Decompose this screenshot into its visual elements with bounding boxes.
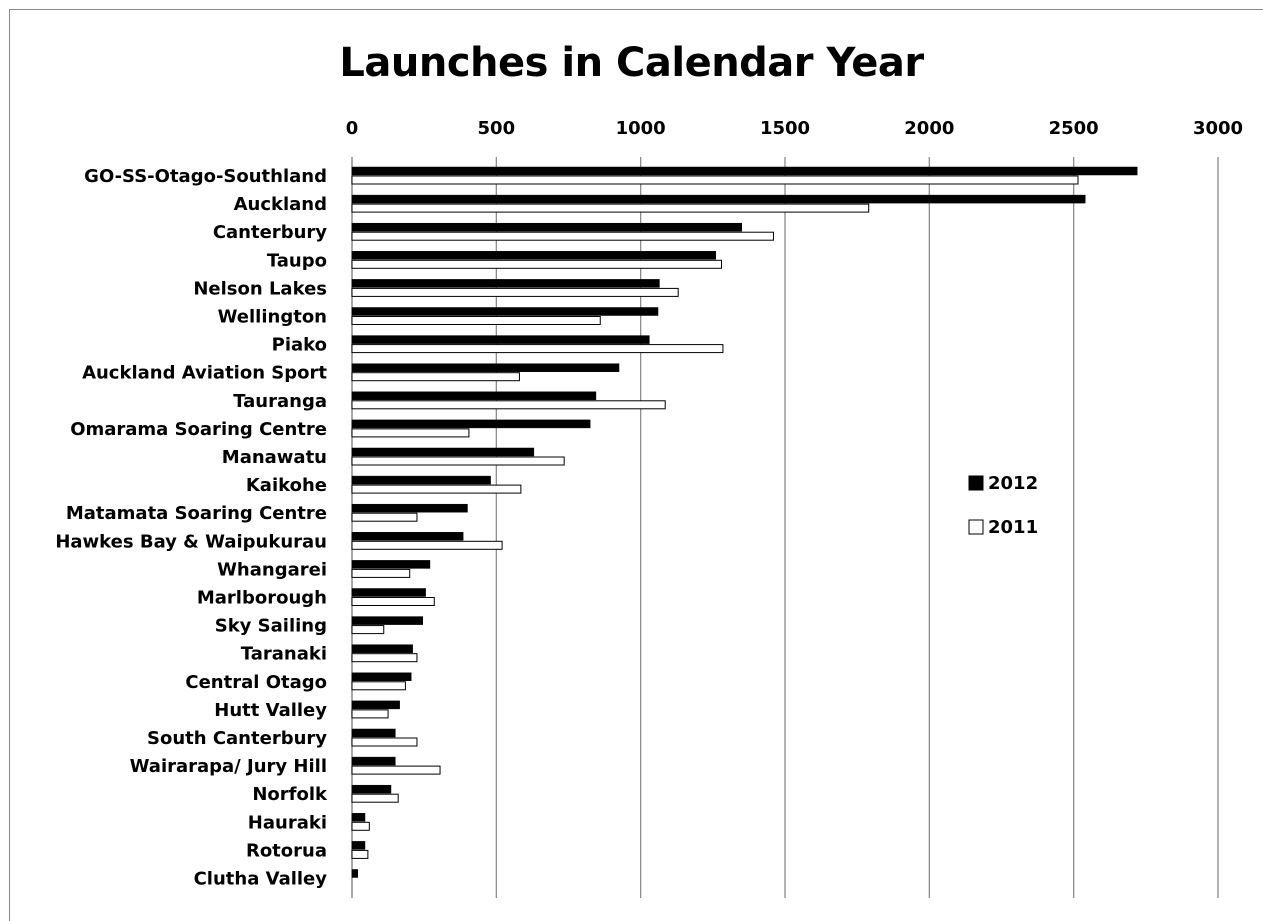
x-tick-label-2500: 2500 (1049, 118, 1099, 139)
bar-2011-23 (351, 821, 370, 831)
bar-2011-5 (351, 316, 601, 325)
bar-2011-15 (351, 597, 435, 606)
bar-2012-9 (351, 419, 591, 429)
bar-2012-16 (351, 616, 423, 625)
bar-2012-24 (351, 841, 366, 850)
x-tick-label-1000: 1000 (616, 118, 666, 139)
category-label: Canterbury (213, 222, 327, 243)
bar-2012-8 (351, 391, 597, 401)
bar-2011-13 (351, 540, 503, 550)
bar-2011-4 (351, 287, 679, 297)
bar-2012-0 (351, 166, 1138, 176)
category-label: Hutt Valley (214, 700, 327, 721)
bar-2011-24 (351, 849, 369, 859)
category-label: Manawatu (222, 447, 327, 468)
bar-2012-4 (351, 279, 660, 288)
x-tick-label-0: 0 (346, 118, 359, 139)
category-label: Kaikohe (246, 475, 327, 496)
category-label: Central Otago (185, 672, 327, 693)
category-label: Sky Sailing (215, 616, 327, 637)
bar-2011-3 (351, 259, 722, 269)
bar-2012-1 (351, 194, 1086, 204)
chart-frame (9, 9, 1263, 921)
bar-2011-22 (351, 793, 399, 803)
category-label: Wellington (218, 307, 327, 328)
bar-2012-7 (351, 363, 620, 372)
bar-2011-21 (351, 765, 441, 775)
category-label: Marlborough (197, 588, 327, 609)
legend-swatch-2011 (968, 519, 984, 535)
bar-2012-23 (351, 813, 366, 822)
bar-2012-15 (351, 588, 426, 597)
bar-2012-3 (351, 251, 716, 260)
bar-2012-18 (351, 672, 412, 682)
legend-label-2012: 2012 (988, 473, 1038, 494)
bar-2012-19 (351, 700, 400, 710)
bar-2012-10 (351, 447, 535, 457)
category-label: Matamata Soaring Centre (66, 503, 327, 524)
bar-2011-9 (351, 428, 470, 438)
bar-2011-20 (351, 737, 418, 747)
category-label: South Canterbury (147, 728, 327, 749)
bar-2012-25 (351, 869, 359, 878)
x-tick-label-3000: 3000 (1193, 118, 1243, 139)
bar-2012-11 (351, 475, 491, 485)
bar-2011-19 (351, 709, 389, 719)
bar-2012-13 (351, 532, 464, 541)
category-label: Piako (272, 335, 327, 356)
category-label: Rotorua (246, 840, 327, 861)
bar-2012-5 (351, 307, 659, 316)
category-label: Auckland Aviation Sport (82, 363, 327, 384)
bar-2011-0 (351, 175, 1079, 185)
bar-2011-11 (351, 484, 522, 494)
bar-2011-16 (351, 625, 385, 635)
category-label: Clutha Valley (194, 869, 328, 890)
bar-2011-7 (351, 372, 520, 382)
bar-2011-10 (351, 456, 565, 466)
bar-2012-20 (351, 728, 396, 738)
category-label: Taranaki (241, 644, 327, 665)
bar-2012-21 (351, 756, 396, 766)
bar-2012-17 (351, 644, 413, 653)
bar-2012-14 (351, 560, 431, 569)
x-tick-label-2000: 2000 (904, 118, 954, 139)
category-label: Nelson Lakes (193, 278, 327, 299)
x-tick-label-500: 500 (478, 118, 516, 139)
bar-2011-17 (351, 653, 418, 663)
bar-2011-14 (351, 568, 411, 578)
bar-2011-18 (351, 681, 406, 691)
legend-label-2011: 2011 (988, 517, 1038, 538)
bar-2011-1 (351, 203, 870, 213)
x-tick-label-1500: 1500 (760, 118, 810, 139)
legend-swatch-2012 (968, 475, 984, 491)
bar-2011-6 (351, 344, 724, 354)
category-label: GO-SS-Otago-Southland (84, 166, 327, 187)
category-label: Auckland (234, 194, 327, 215)
bar-2012-6 (351, 335, 650, 344)
category-label: Wairarapa/ Jury Hill (130, 756, 327, 777)
bar-2012-12 (351, 503, 468, 513)
chart-title: Launches in Calendar Year (339, 40, 924, 86)
category-label: Taupo (267, 250, 327, 271)
category-label: Norfolk (252, 784, 328, 805)
bar-2012-22 (351, 784, 392, 794)
bar-2011-8 (351, 400, 666, 410)
bar-2011-12 (351, 512, 418, 522)
category-label: Whangarei (217, 559, 327, 580)
category-label: Tauranga (233, 391, 327, 412)
category-label: Hauraki (248, 812, 327, 833)
category-label: Omarama Soaring Centre (70, 419, 327, 440)
bar-2011-2 (351, 231, 774, 241)
bar-2012-2 (351, 222, 742, 232)
category-label: Hawkes Bay & Waipukurau (55, 531, 327, 552)
